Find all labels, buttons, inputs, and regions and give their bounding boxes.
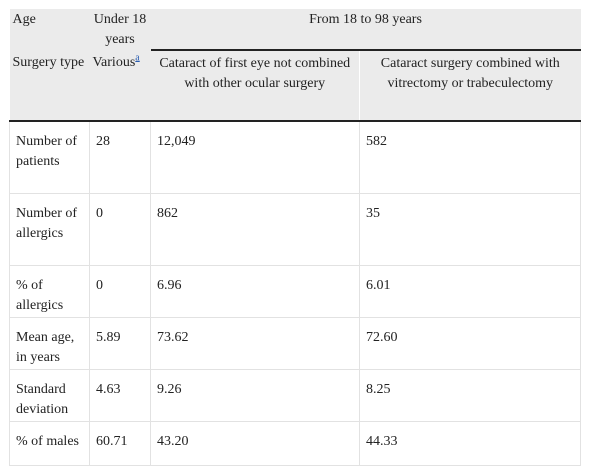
- first-eye-value: 9.26: [150, 369, 360, 422]
- row-label: Standard deviation: [9, 369, 90, 422]
- age-header: Age: [9, 9, 90, 50]
- row-label: Number of patients: [9, 120, 90, 194]
- table-row: Number of allergics 0 862 35: [9, 193, 582, 266]
- row-label: % of allergics: [9, 265, 90, 318]
- first-eye-value: 43.20: [150, 421, 360, 466]
- combined-value: 582: [359, 120, 582, 194]
- age-18-98-header: From 18 to 98 years: [150, 9, 581, 51]
- table-row: Number of patients 28 12,049 582: [9, 120, 582, 194]
- row-label: Number of allergics: [9, 193, 90, 266]
- under-18-value: 0: [89, 265, 151, 318]
- under-18-value: 4.63: [89, 369, 151, 422]
- combined-value: 72.60: [359, 317, 582, 370]
- cataract-combined-header: Cataract surgery combined with vitrectom…: [358, 50, 581, 122]
- combined-value: 35: [359, 193, 582, 266]
- combined-value: 6.01: [359, 265, 582, 318]
- first-eye-value: 6.96: [150, 265, 360, 318]
- table-row: Mean age, in years 5.89 73.62 72.60: [9, 317, 582, 370]
- footnote-a-link[interactable]: a: [135, 52, 140, 64]
- under-18-value: 0: [89, 193, 151, 266]
- table-row: % of males 60.71 43.20 44.33: [9, 421, 582, 466]
- row-label: % of males: [16, 434, 79, 449]
- combined-value: 8.25: [359, 369, 582, 422]
- surgery-type-header: Surgery type: [9, 50, 90, 122]
- row-label-cell: % of males: [9, 421, 90, 466]
- table-row: % of allergics 0 6.96 6.01: [9, 265, 582, 318]
- first-eye-value: 73.62: [150, 317, 360, 370]
- under-18-header: Under 18 years: [89, 9, 151, 50]
- cataract-first-eye-header: Cataract of first eye not combined with …: [150, 50, 360, 122]
- first-eye-value: 12,049: [150, 120, 360, 194]
- table-row: Standard deviation 4.63 9.26 8.25: [9, 369, 582, 422]
- various-label: Various: [92, 55, 136, 70]
- first-eye-value: 862: [150, 193, 360, 266]
- under-18-value: 5.89: [89, 317, 151, 370]
- patient-characteristics-table: Age Under 18 years From 18 to 98 years S…: [9, 9, 582, 466]
- under-18-value: 60.71: [89, 421, 151, 466]
- combined-value: 44.33: [359, 421, 582, 466]
- row-label: Mean age, in years: [9, 317, 90, 370]
- various-header: Variousa: [89, 50, 151, 122]
- under-18-value: 28: [89, 120, 151, 194]
